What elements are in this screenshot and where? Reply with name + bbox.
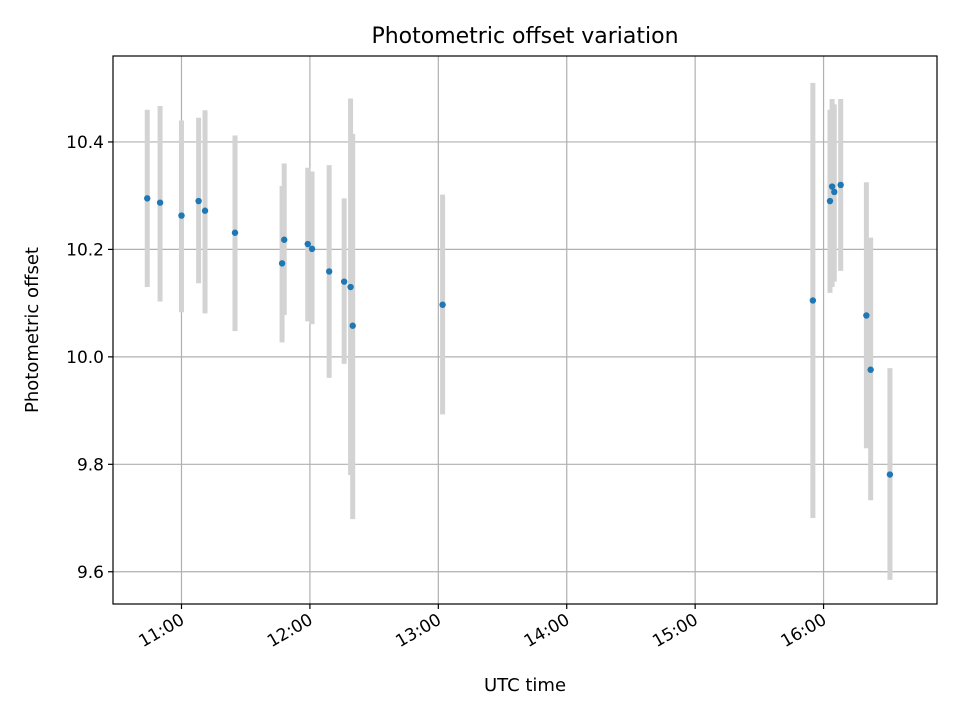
chart-title: Photometric offset variation: [371, 24, 678, 49]
y-tick-label: 10.4: [66, 133, 104, 153]
data-point: [178, 212, 185, 219]
data-point: [886, 471, 894, 478]
data-point: [231, 229, 239, 236]
plot-frame: [112, 55, 938, 605]
y-tick-label: 10.0: [66, 348, 104, 368]
y-tick-label: 9.8: [77, 455, 104, 475]
data-points: [144, 181, 894, 478]
data-point: [156, 199, 164, 206]
data-point: [195, 197, 202, 205]
data-point: [144, 195, 151, 202]
data-point: [347, 283, 354, 291]
grid-lines: [113, 56, 937, 604]
data-point: [281, 236, 288, 243]
y-tick-label: 10.2: [66, 240, 104, 260]
data-point: [863, 312, 870, 319]
data-point: [349, 322, 356, 329]
x-axis-label: UTC time: [484, 675, 566, 696]
data-point: [439, 301, 446, 308]
data-point: [278, 260, 286, 267]
data-point: [325, 268, 333, 275]
data-point: [340, 278, 348, 285]
data-point: [809, 297, 817, 304]
y-tick-label: 9.6: [77, 563, 104, 583]
data-point: [304, 240, 311, 248]
data-point: [201, 207, 209, 214]
data-point: [826, 197, 834, 205]
data-point: [831, 188, 838, 196]
y-axis-ticks: 9.6 9.8 10.0 10.2 10.4: [66, 133, 113, 583]
data-point: [837, 181, 844, 189]
data-point: [828, 183, 836, 190]
y-axis-label: Photometric offset: [22, 247, 43, 413]
data-point: [867, 366, 874, 373]
data-point: [308, 245, 316, 253]
